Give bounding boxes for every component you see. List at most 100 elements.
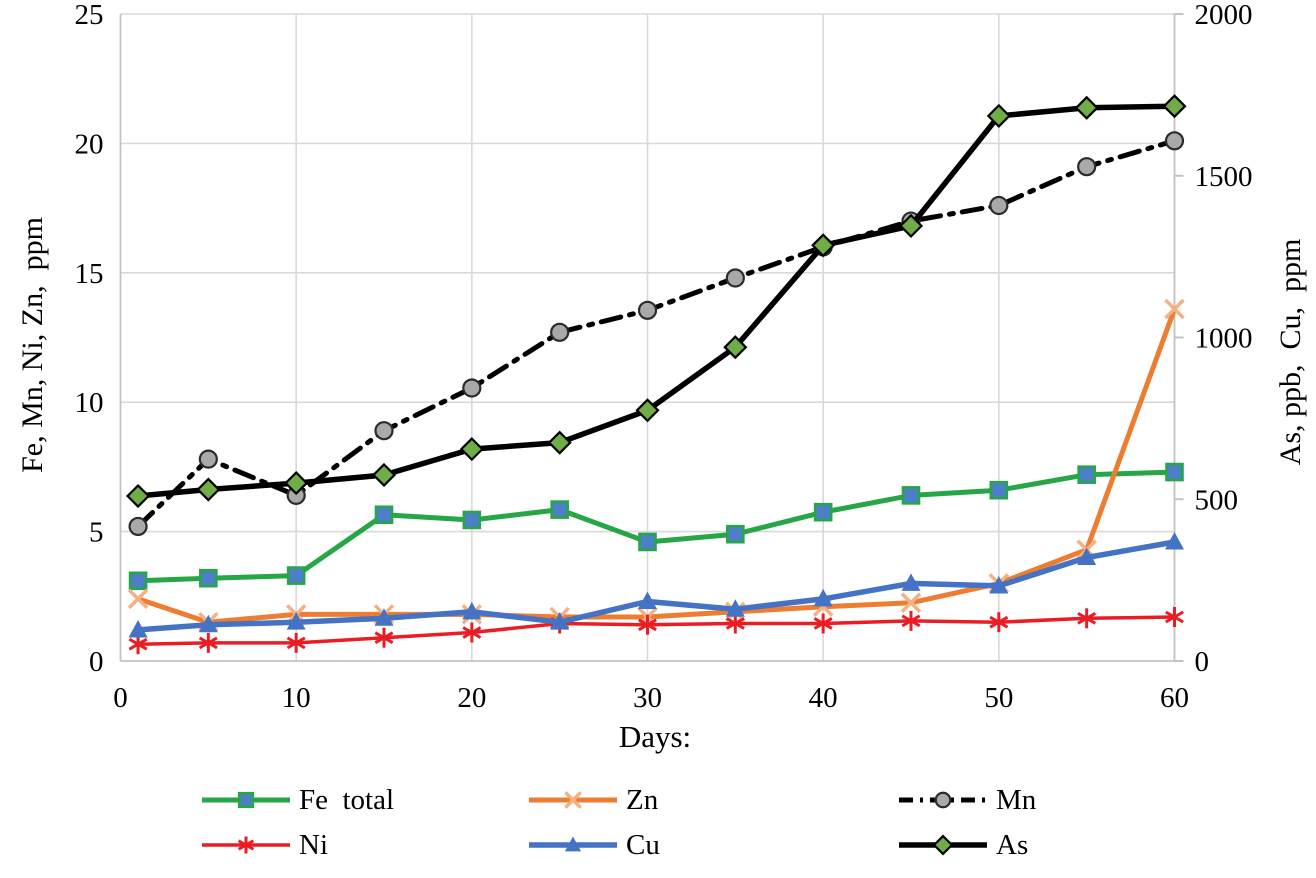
left-axis-tick-label: 0 [89,646,104,678]
x-axis-tick-label: 0 [113,682,128,714]
marker-square [989,480,1009,500]
marker-diamond [126,483,151,509]
marker-diamond [1162,94,1187,119]
marker-circle [374,421,394,441]
marker-diamond [898,213,924,238]
marker-asterisk [1077,611,1097,625]
marker-diamond [547,430,572,455]
legend-swatch-mn-icon [899,791,987,809]
marker-triangle [989,575,1009,594]
marker-square [462,510,482,530]
legend-label-as: As [996,828,1029,861]
marker-asterisk [286,636,306,650]
x-axis-title: Days: [618,719,692,754]
x-axis-tick-label: 20 [457,682,486,714]
series-line-as [135,103,1178,499]
legend-swatch-zn-icon [529,791,617,809]
marker-diamond [196,477,221,502]
left-axis-title: Fe, Mn, Ni, Zn, ppm [16,217,49,473]
right-axis-title: As, ppb, Cu, ppm [1274,238,1307,466]
marker-diamond [986,103,1011,128]
marker-diamond [459,437,484,462]
marker-x [564,791,582,809]
marker-square [286,566,306,585]
right-axis-tick-label: 1000 [1195,323,1253,355]
legend-label-fe: Fe total [299,783,395,816]
marker-triangle [901,573,921,591]
marker-triangle [813,588,833,607]
marker-circle [198,449,218,469]
marker-circle [637,300,658,320]
legend-swatch-ni-icon [202,836,290,854]
x-axis-tick-label: 60 [1160,682,1189,714]
marker-asterisk [725,617,745,630]
marker-square [199,568,218,588]
marker-square [128,571,148,591]
marker-asterisk [813,617,833,630]
marker-square [901,486,921,505]
marker-triangle [1165,531,1184,550]
marker-square [374,505,394,525]
marker-asterisk [374,631,394,645]
marker-diamond [635,398,660,423]
marker-circle [725,268,745,288]
right-axis-tick-label: 1500 [1195,161,1253,193]
marker-triangle [286,612,306,630]
marker-asterisk [237,839,255,851]
marker-diamond [723,335,748,360]
marker-square [550,500,569,519]
marker-triangle [462,601,482,620]
left-axis-tick-label: 20 [75,128,104,160]
marker-triangle [374,608,394,626]
x-axis-tick-label: 10 [282,682,311,714]
marker-diamond [284,471,309,496]
legend-item-as: As [897,828,1028,862]
marker-x [1164,298,1185,320]
legend-label-mn: Mn [996,783,1037,816]
right-axis-tick-label: 0 [1195,646,1210,678]
left-axis-tick-label: 15 [75,258,104,290]
marker-square [1165,462,1184,482]
right-axis-tick-label: 2000 [1195,0,1253,31]
legend-label-cu: Cu [626,828,660,861]
left-axis-tick-label: 25 [75,0,104,31]
legend-item-ni: Ni [200,828,328,862]
marker-square [1077,465,1096,484]
marker-triangle [550,612,570,630]
marker-x [900,592,922,614]
x-axis-tick-label: 30 [633,682,662,714]
legend-item-cu: Cu [527,828,660,862]
legend-item-zn: Zn [527,783,658,817]
left-axis-tick-label: 5 [89,517,104,549]
marker-diamond [1074,95,1099,120]
marker-asterisk [638,618,657,632]
legend-label-ni: Ni [299,828,328,861]
marker-triangle [1077,547,1097,565]
marker-square [726,524,745,544]
marker-circle [934,791,952,809]
marker-asterisk [901,614,921,628]
marker-diamond [932,834,954,856]
marker-triangle [564,836,582,852]
marker-square [237,791,255,809]
legend-item-fe: Fe total [200,783,394,817]
marker-circle [550,322,570,342]
legend-swatch-cu-icon [529,836,617,852]
x-axis-tick-label: 40 [809,682,838,714]
marker-circle [1164,131,1185,151]
legend-label-zn: Zn [626,783,659,816]
marker-asterisk [198,636,218,650]
marker-square [813,502,833,522]
marker-circle [989,195,1009,216]
series-line-mn [135,138,1177,529]
right-axis-tick-label: 500 [1195,484,1239,516]
legend-item-mn: Mn [897,783,1036,817]
marker-asterisk [462,626,482,639]
marker-circle [128,516,148,537]
marker-diamond [371,462,397,488]
marker-circle [462,378,482,398]
x-axis-tick-label: 50 [984,682,1013,714]
marker-triangle [725,599,745,617]
